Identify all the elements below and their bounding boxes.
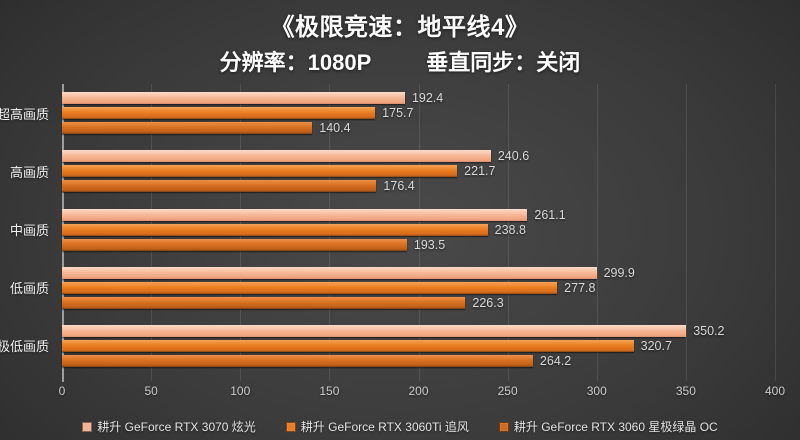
x-tick-label-300: 300 [586,384,607,398]
bar-value-label: 277.8 [564,280,596,295]
bar-value-label: 192.4 [411,91,444,106]
category-label-1: 高画质 [9,164,49,180]
x-tick-label-350: 350 [675,384,696,398]
bar-series-0 [62,266,597,279]
legend-label-2: 耕升 GeForce RTX 3060 星极绿晶 OC [513,420,718,434]
bar-value-label: 193.5 [413,237,446,252]
bar-series-0 [62,150,491,163]
bar-series-1 [62,223,488,236]
bar-series-2 [62,180,377,193]
x-tick-label-100: 100 [230,384,251,398]
category-label-4: 极低画质 [0,339,49,355]
bar-row: 226.3 [62,295,775,310]
bar-series-0 [62,324,687,337]
title-block: 《极限竞速：地平线4》 分辨率：1080P 垂直同步：关闭 [0,7,800,77]
bar-row: 193.5 [62,237,775,252]
bar-series-1 [62,281,558,294]
bar-series-1 [62,107,376,120]
gridline-350 [685,84,687,381]
chart-title: 《极限竞速：地平线4》 [270,14,530,41]
bar-series-2 [62,296,466,309]
legend-item-2: 耕升 GeForce RTX 3060 星极绿晶 OC [498,418,718,435]
x-tick-label-50: 50 [144,384,158,398]
bar-value-label: 238.8 [494,222,526,237]
bar-value-label: 140.4 [319,121,351,136]
bar-row: 238.8 [62,222,775,237]
bar-groups: 192.4 175.7 140.4 240.6 221.7 176.4 261.1 238.8… [62,84,775,375]
bar-row: 192.4 [62,91,775,106]
bar-row: 320.7 [62,338,775,353]
bar-row: 277.8 [62,280,775,295]
legend-label-0: 耕升 GeForce RTX 3070 炫光 [97,420,256,434]
bar-series-1 [62,165,458,178]
x-tick-label-200: 200 [408,384,429,398]
bar-value-label: 261.1 [534,207,566,222]
category-label-3: 低画质 [9,281,49,297]
x-tick-label-250: 250 [497,384,518,398]
legend-swatch-1 [285,421,296,432]
y-axis-labels: 超高画质高画质中画质低画质极低画质 [0,84,56,375]
legend: 耕升 GeForce RTX 3070 炫光 耕升 GeForce RTX 306… [0,418,800,435]
x-axis-tick-labels: 0 50 100 150 200 250 300 350 400 [58,384,785,400]
bar-series-2 [62,354,533,367]
bar-group-2: 261.1 238.8 193.5 [62,200,775,258]
bar-row: 240.6 [62,149,775,164]
legend-swatch-0 [82,421,93,432]
category-label-0: 超高画质 [0,106,49,122]
gridline-250 [507,84,509,381]
bar-series-1 [62,339,634,352]
x-tick-label-0: 0 [58,384,66,398]
plot-area: 192.4 175.7 140.4 240.6 221.7 176.4 261.1 238.8… [62,84,776,382]
category-label-2: 中画质 [9,223,49,238]
bar-value-label: 176.4 [383,179,415,194]
bar-value-label: 226.3 [472,295,504,310]
bar-series-2 [62,238,407,251]
chart-subtitle: 分辨率：1080P 垂直同步：关闭 [0,45,800,77]
x-tick-label-150: 150 [319,384,340,398]
gridline-400 [775,84,776,381]
bar-group-1: 240.6 221.7 176.4 [62,142,775,200]
gridline-300 [596,84,598,381]
legend-swatch-2 [498,421,509,432]
legend-item-0: 耕升 GeForce RTX 3070 炫光 [82,418,256,435]
x-tick-label-400: 400 [764,384,786,398]
bar-group-0: 192.4 175.7 140.4 [62,84,775,142]
bar-series-0 [62,208,528,221]
bar-value-label: 240.6 [497,149,530,164]
legend-label-1: 耕升 GeForce RTX 3060Ti 追风 [300,420,469,434]
bar-row: 176.4 [62,179,775,194]
bar-group-4: 350.2 320.7 264.2 [62,317,775,375]
vsync-label: 垂直同步：关闭 [426,50,581,75]
bar-value-label: 175.7 [382,106,414,121]
resolution-label: 分辨率：1080P [219,50,372,75]
bar-row: 175.7 [62,106,775,121]
bar-row: 350.2 [62,323,775,338]
bar-row: 299.9 [62,265,775,280]
bar-value-label: 299.9 [603,265,635,280]
bar-series-2 [62,122,313,135]
bar-row: 261.1 [62,207,775,222]
bar-value-label: 264.2 [539,353,572,368]
bar-row: 140.4 [62,121,775,136]
bar-row: 221.7 [62,164,775,179]
bar-value-label: 320.7 [640,338,672,353]
bar-value-label: 350.2 [693,323,725,338]
bar-group-3: 299.9 277.8 226.3 [62,259,775,317]
bar-series-0 [62,92,405,105]
legend-item-1: 耕升 GeForce RTX 3060Ti 追风 [285,418,469,435]
bar-value-label: 221.7 [464,164,496,179]
bar-row: 264.2 [62,353,775,368]
